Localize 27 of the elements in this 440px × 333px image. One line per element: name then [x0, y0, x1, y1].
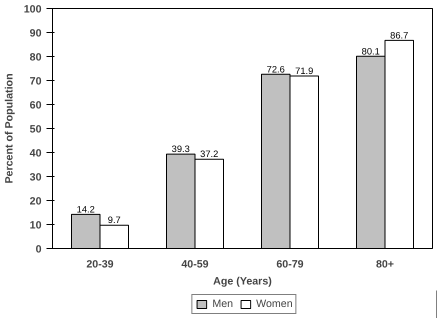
data-label: 14.2 — [76, 204, 95, 214]
x-tick-label: 60-79 — [276, 258, 304, 270]
x-axis-title: Age (Years) — [213, 276, 272, 288]
y-tick-label: 70 — [30, 76, 42, 88]
y-tick-label: 90 — [30, 28, 42, 40]
y-tick-label: 40 — [30, 148, 42, 160]
y-tick-label: 100 — [24, 4, 42, 16]
y-tick-label: 60 — [30, 100, 42, 112]
y-tick-label: 80 — [30, 52, 42, 64]
y-tick-label: 30 — [30, 172, 42, 184]
x-tick-label: 20-39 — [86, 258, 114, 270]
x-tick-label: 40-59 — [181, 258, 209, 270]
y-axis-title: Percent of Population — [4, 73, 16, 184]
x-tick-label: 80+ — [376, 258, 394, 270]
legend-label: Men — [212, 298, 234, 310]
data-label: 9.7 — [108, 215, 121, 226]
y-tick-label: 50 — [30, 124, 42, 136]
y-tick-label: 0 — [36, 244, 42, 256]
data-label: 71.9 — [295, 66, 314, 76]
data-label: 37.2 — [200, 149, 218, 160]
data-label: 86.7 — [390, 30, 408, 40]
data-label: 72.6 — [266, 64, 285, 74]
legend-label: Women — [256, 298, 293, 310]
y-tick-label: 10 — [30, 220, 42, 232]
y-tick-label: 20 — [30, 196, 42, 208]
data-label: 80.1 — [362, 46, 380, 56]
data-label: 39.3 — [172, 144, 190, 154]
